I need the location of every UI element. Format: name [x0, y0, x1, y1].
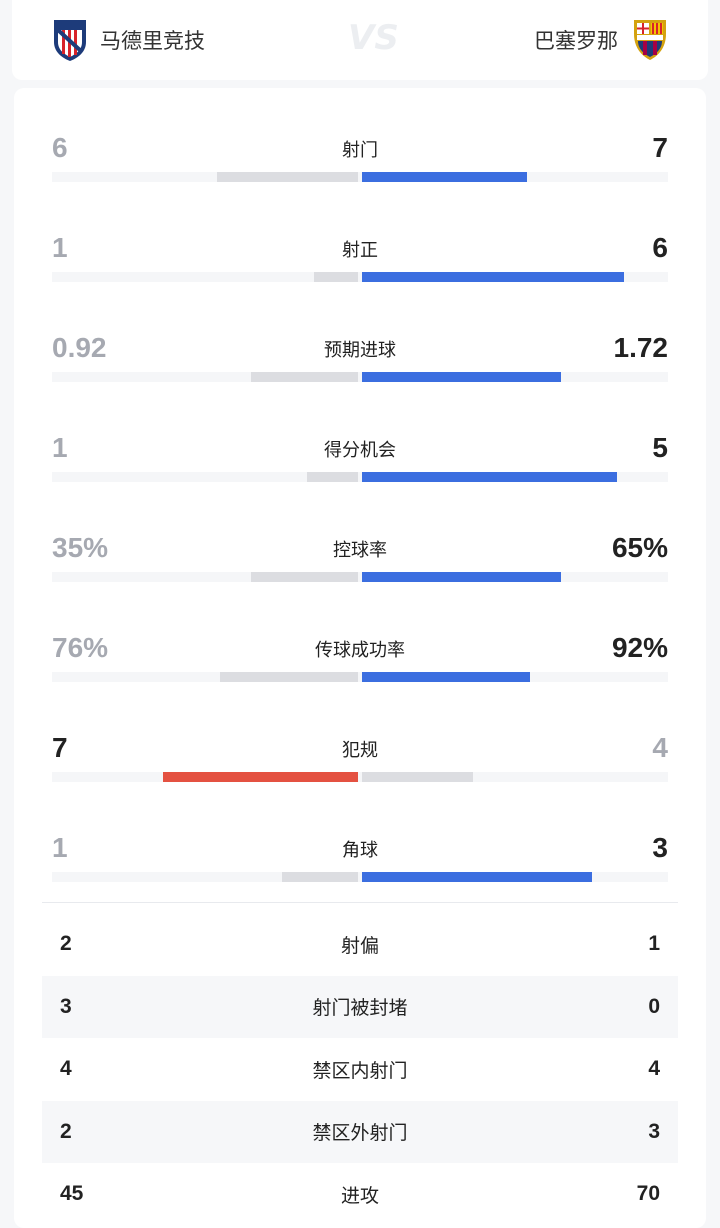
- home-value: 3: [60, 994, 72, 1018]
- away-team-name: 巴塞罗那: [534, 29, 618, 53]
- home-bar: [251, 372, 358, 382]
- vs-logo: VS: [348, 18, 399, 58]
- home-value: 1: [52, 432, 68, 463]
- home-value: 7: [52, 732, 68, 763]
- stat-label: 射正: [342, 240, 378, 261]
- stat-bar-track: [52, 672, 668, 682]
- home-value: 1: [52, 232, 68, 263]
- away-value: 92%: [611, 632, 668, 663]
- away-value: 70: [636, 1182, 660, 1205]
- home-bar: [314, 272, 358, 282]
- home-team-name: 马德里竞技: [100, 29, 205, 53]
- stat-label: 犯规: [342, 740, 378, 761]
- stat-label: 预期进球: [324, 340, 396, 361]
- stat-row: 1 角球 3: [52, 830, 668, 890]
- home-value: 4: [60, 1057, 72, 1080]
- away-value: 1: [648, 932, 660, 955]
- stat-bar-track: [52, 172, 668, 182]
- stat-label: 禁区外射门: [312, 1122, 408, 1144]
- away-bar: [362, 272, 625, 282]
- stat-label: 禁区内射门: [312, 1059, 408, 1082]
- home-team[interactable]: 马德里竞技: [52, 18, 205, 62]
- stat-bar-track: [52, 872, 668, 882]
- table-row: 45 进攻 70: [42, 1163, 678, 1225]
- home-value: 0.92: [52, 332, 107, 363]
- stat-label: 射门被封堵: [312, 997, 408, 1019]
- away-bar: [362, 672, 530, 682]
- stat-label: 角球: [342, 840, 378, 861]
- atletico-crest-icon: [54, 20, 86, 61]
- stat-row: 1 得分机会 5: [52, 430, 668, 490]
- away-value: 4: [648, 1057, 660, 1080]
- home-bar: [219, 672, 358, 682]
- away-value: 65%: [611, 532, 668, 563]
- away-value: 4: [652, 732, 668, 763]
- table-row: 4 禁区内射门 4: [42, 1038, 678, 1100]
- stat-bar-track: [52, 572, 668, 582]
- stat-label: 射门: [342, 140, 378, 161]
- stat-row: 6 射门 7: [52, 130, 668, 190]
- table-row: 2 禁区外射门 3: [42, 1100, 678, 1163]
- away-bar: [362, 872, 592, 882]
- away-value: 3: [648, 1119, 660, 1143]
- stat-row: 76% 传球成功率 92%: [52, 630, 668, 690]
- away-value: 0: [648, 994, 660, 1018]
- stat-label: 控球率: [333, 540, 387, 561]
- match-header: 马德里竞技 VS 巴塞罗那: [12, 0, 708, 80]
- home-value: 2: [60, 932, 72, 955]
- away-value: 5: [652, 432, 668, 463]
- away-value: 3: [652, 832, 668, 863]
- away-bar: [362, 572, 561, 582]
- stat-bar-track: [52, 272, 668, 282]
- home-bar: [163, 772, 358, 782]
- stat-bar-track: [52, 772, 668, 782]
- away-bar: [362, 172, 527, 182]
- home-value: 45: [60, 1182, 84, 1205]
- home-value: 76%: [52, 632, 109, 663]
- stat-label: 传球成功率: [315, 640, 405, 661]
- table-row: 2 射偏 1: [42, 913, 678, 975]
- home-value: 35%: [52, 532, 109, 563]
- stat-row: 1 射正 6: [52, 230, 668, 290]
- stat-row: 0.92 预期进球 1.72: [52, 330, 668, 390]
- home-value: 6: [52, 132, 68, 163]
- stat-row: 7 犯规 4: [52, 730, 668, 790]
- away-value: 6: [652, 232, 668, 263]
- stat-row: 35% 控球率 65%: [52, 530, 668, 590]
- barcelona-crest-icon: [634, 20, 666, 60]
- away-value: 1.72: [613, 332, 669, 363]
- stat-label: 得分机会: [324, 440, 396, 461]
- home-value: 1: [52, 832, 68, 863]
- away-bar: [362, 772, 474, 782]
- stat-bar-track: [52, 472, 668, 482]
- home-bar: [216, 172, 358, 182]
- away-team[interactable]: 巴塞罗那: [534, 18, 670, 62]
- divider: [42, 902, 678, 903]
- away-bar: [362, 472, 617, 482]
- away-value: 7: [652, 132, 668, 163]
- home-value: 2: [60, 1119, 72, 1143]
- stat-label: 进攻: [340, 1184, 379, 1207]
- home-bar: [250, 572, 358, 582]
- stat-label: 射偏: [340, 934, 379, 957]
- stat-bar-track: [52, 372, 668, 382]
- home-bar: [281, 872, 358, 882]
- home-bar: [307, 472, 358, 482]
- table-row: 3 射门被封堵 0: [42, 975, 678, 1038]
- away-bar: [362, 372, 562, 382]
